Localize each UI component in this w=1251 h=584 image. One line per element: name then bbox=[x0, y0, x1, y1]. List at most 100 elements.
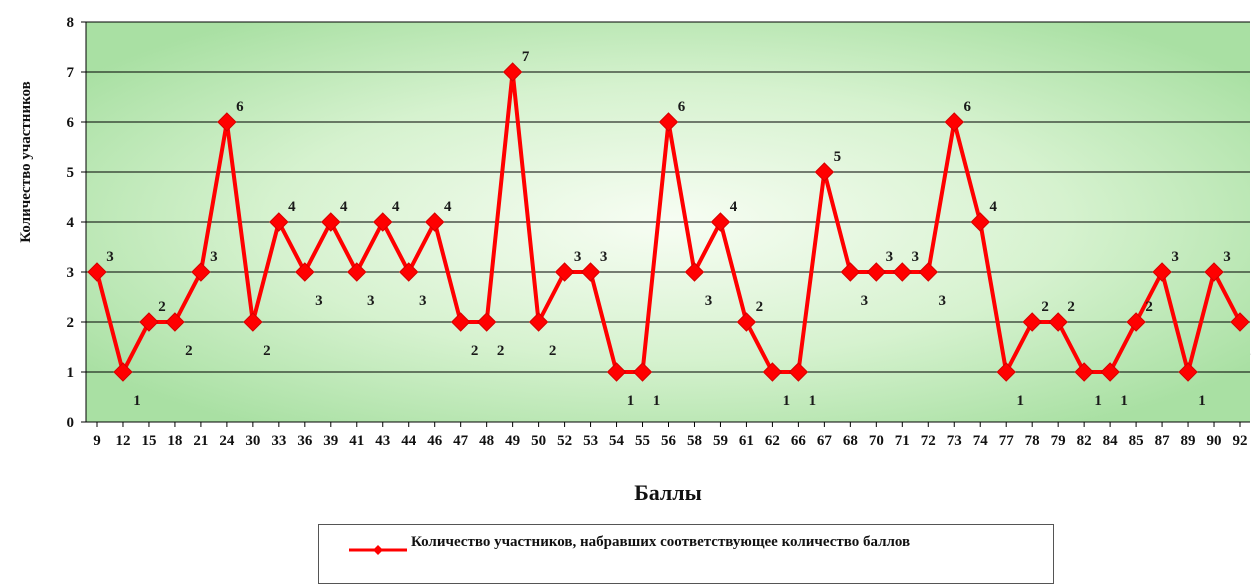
data-label: 3 bbox=[886, 249, 894, 265]
data-point-marker bbox=[1022, 312, 1042, 332]
x-tick-label: 33 bbox=[271, 433, 286, 449]
data-point-marker bbox=[347, 262, 367, 282]
data-label: 2 bbox=[1067, 299, 1075, 315]
data-label: 2 bbox=[185, 343, 193, 359]
x-tick-label: 53 bbox=[583, 433, 598, 449]
data-point-marker bbox=[554, 262, 575, 282]
data-point-marker bbox=[710, 212, 731, 232]
data-label: 2 bbox=[263, 343, 271, 359]
x-tick-label: 18 bbox=[167, 433, 182, 449]
x-tick-label: 89 bbox=[1181, 433, 1196, 449]
data-label: 1 bbox=[783, 393, 791, 409]
data-label: 2 bbox=[497, 343, 505, 359]
data-point-marker bbox=[113, 362, 133, 382]
data-point-marker bbox=[269, 212, 289, 232]
x-tick-label: 59 bbox=[713, 433, 728, 449]
data-point-marker bbox=[399, 262, 419, 282]
data-label: 3 bbox=[419, 293, 427, 309]
legend: Количество участников, набравших соответ… bbox=[318, 524, 1054, 584]
x-tick-label: 55 bbox=[635, 433, 650, 449]
x-tick-label: 71 bbox=[895, 433, 910, 449]
data-point-marker bbox=[606, 362, 627, 382]
data-point-marker bbox=[424, 212, 445, 232]
data-label: 3 bbox=[1171, 249, 1179, 265]
data-point-marker bbox=[321, 212, 341, 232]
x-tick-label: 82 bbox=[1077, 433, 1092, 449]
data-label: 3 bbox=[106, 249, 114, 265]
data-point-marker bbox=[476, 312, 497, 332]
data-label: 1 bbox=[653, 393, 661, 409]
data-label: 3 bbox=[315, 293, 323, 309]
x-tick-label: 44 bbox=[401, 433, 417, 449]
data-point-marker bbox=[1048, 312, 1068, 332]
data-point-marker bbox=[139, 312, 159, 332]
x-tick-label: 39 bbox=[323, 433, 338, 449]
data-point-marker bbox=[788, 362, 809, 382]
data-label: 7 bbox=[522, 49, 530, 65]
data-point-marker bbox=[814, 162, 835, 182]
x-tick-label: 72 bbox=[921, 433, 936, 449]
data-point-marker bbox=[243, 312, 263, 332]
data-point-marker bbox=[970, 212, 990, 232]
data-point-marker bbox=[1074, 362, 1094, 382]
x-tick-label: 92 bbox=[1233, 433, 1248, 449]
x-tick-label: 74 bbox=[973, 433, 989, 449]
x-tick-label: 90 bbox=[1207, 433, 1222, 449]
data-labels: 3 1 2 2 3 6 2 4 3 4 3 4 3 4 2 2 7 2 3 3 1 1 6 3 4 2 1 1 5 3 3 3 3 6 4 1 2 2 1 1… bbox=[106, 49, 1251, 409]
y-tick-label: 8 bbox=[67, 15, 75, 31]
data-point-marker bbox=[580, 262, 601, 282]
y-tick-label: 7 bbox=[67, 65, 75, 81]
data-label: 4 bbox=[392, 199, 400, 215]
x-tick-label: 78 bbox=[1025, 433, 1040, 449]
data-point-marker bbox=[866, 262, 887, 282]
x-tick-label: 49 bbox=[505, 433, 520, 449]
x-tick-label: 79 bbox=[1051, 433, 1066, 449]
data-label: 4 bbox=[288, 199, 296, 215]
data-label: 4 bbox=[340, 199, 348, 215]
data-point-marker bbox=[1100, 362, 1120, 382]
data-label: 2 bbox=[471, 343, 479, 359]
data-point-marker bbox=[1126, 312, 1146, 332]
y-tick-labels: 0 1 2 3 4 5 6 7 8 bbox=[67, 15, 75, 431]
x-axis-title: Баллы bbox=[634, 480, 702, 505]
data-label: 3 bbox=[210, 249, 218, 265]
x-tick-label: 36 bbox=[297, 433, 313, 449]
data-label: 3 bbox=[367, 293, 375, 309]
data-point-marker bbox=[191, 262, 211, 282]
data-label: 2 bbox=[1145, 299, 1153, 315]
data-point-marker bbox=[996, 362, 1016, 382]
x-tick-label: 87 bbox=[1155, 433, 1171, 449]
x-tick-label: 66 bbox=[791, 433, 807, 449]
x-tick-label: 73 bbox=[947, 433, 962, 449]
x-tick-label: 41 bbox=[349, 433, 364, 449]
y-tick-label: 4 bbox=[67, 215, 75, 231]
data-label: 1 bbox=[133, 393, 141, 409]
x-tick-label: 54 bbox=[609, 433, 625, 449]
data-label: 2 bbox=[1041, 299, 1049, 315]
data-label: 1 bbox=[1016, 393, 1024, 409]
x-tick-label: 52 bbox=[557, 433, 572, 449]
data-point-marker bbox=[944, 112, 964, 132]
data-label: 1 bbox=[1120, 393, 1128, 409]
x-tick-label: 48 bbox=[479, 433, 494, 449]
data-label: 3 bbox=[912, 249, 920, 265]
data-label: 3 bbox=[861, 293, 869, 309]
data-label: 1 bbox=[1094, 393, 1102, 409]
data-label: 3 bbox=[574, 249, 582, 265]
data-label: 2 bbox=[158, 299, 166, 315]
x-tick-label: 9 bbox=[93, 433, 101, 449]
x-tick-label: 30 bbox=[245, 433, 260, 449]
data-point-marker bbox=[295, 262, 315, 282]
y-tick-label: 2 bbox=[67, 315, 75, 331]
x-tick-label: 43 bbox=[375, 433, 390, 449]
data-label: 1 bbox=[1198, 393, 1206, 409]
data-point-marker bbox=[840, 262, 861, 282]
data-label: 2 bbox=[756, 299, 764, 315]
data-point-marker bbox=[1204, 262, 1224, 282]
data-label: 1 bbox=[809, 393, 817, 409]
legend-label: Количество участников, набравших соответ… bbox=[411, 534, 911, 550]
x-tick-label: 62 bbox=[765, 433, 780, 449]
y-axis-title: Количество участников bbox=[18, 81, 34, 243]
data-label: 4 bbox=[989, 199, 997, 215]
data-point-marker bbox=[684, 262, 705, 282]
